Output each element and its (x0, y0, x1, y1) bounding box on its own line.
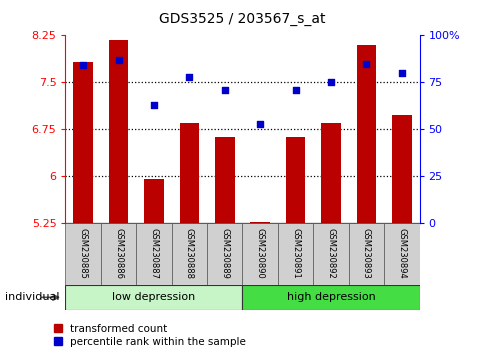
Bar (179, 123, 199, 223)
Bar (65, 285, 242, 310)
Text: GSM230886: GSM230886 (114, 228, 123, 279)
Text: GSM230885: GSM230885 (78, 228, 88, 279)
Bar (313, 223, 348, 285)
Bar (391, 115, 411, 223)
Bar (320, 123, 340, 223)
Bar (277, 223, 313, 285)
Bar (214, 137, 234, 223)
Text: high depression: high depression (286, 292, 375, 302)
Bar (348, 223, 383, 285)
Legend: transformed count, percentile rank within the sample: transformed count, percentile rank withi… (54, 324, 246, 347)
Bar (242, 285, 419, 310)
Text: individual: individual (5, 292, 59, 302)
Text: GDS3525 / 203567_s_at: GDS3525 / 203567_s_at (159, 12, 325, 27)
Point (326, 79, 334, 85)
Bar (285, 137, 305, 223)
Bar (242, 223, 277, 285)
Point (397, 70, 405, 76)
Bar (108, 40, 128, 223)
Bar (356, 45, 376, 223)
Text: low depression: low depression (112, 292, 195, 302)
Text: GSM230889: GSM230889 (220, 228, 229, 279)
Point (291, 87, 299, 93)
Text: GSM230890: GSM230890 (255, 228, 264, 279)
Text: GSM230891: GSM230891 (290, 228, 300, 279)
Point (256, 121, 263, 126)
Bar (144, 179, 164, 223)
Bar (136, 223, 171, 285)
Text: GSM230892: GSM230892 (326, 228, 335, 279)
Point (362, 61, 369, 67)
Text: GSM230893: GSM230893 (361, 228, 370, 279)
Point (150, 102, 157, 108)
Point (114, 57, 122, 63)
Text: GSM230894: GSM230894 (396, 228, 406, 279)
Bar (207, 223, 242, 285)
Bar (73, 62, 93, 223)
Text: GSM230887: GSM230887 (149, 228, 158, 279)
Bar (101, 223, 136, 285)
Point (220, 87, 228, 93)
Bar (171, 223, 207, 285)
Text: GSM230888: GSM230888 (184, 228, 194, 279)
Point (79, 63, 87, 68)
Bar (65, 223, 101, 285)
Bar (250, 222, 270, 223)
Point (185, 74, 193, 80)
Bar (383, 223, 419, 285)
